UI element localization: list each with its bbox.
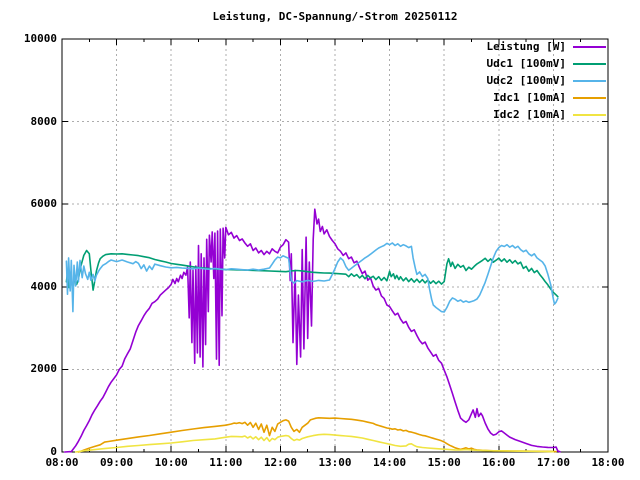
- y-axis-tick-label: 4000: [30, 279, 58, 293]
- x-axis-tick-label: 16:00: [482, 456, 516, 469]
- legend-line-swatch: [573, 113, 606, 116]
- legend-entry: Udc1 [100mV]: [487, 55, 606, 72]
- legend-label: Leistung [W]: [486, 40, 566, 53]
- legend-label: Idc1 [10mA]: [493, 91, 566, 104]
- series-udc1-line: [65, 249, 559, 298]
- legend-entry: Udc2 [100mV]: [487, 72, 606, 89]
- legend-line-swatch: [573, 96, 606, 99]
- x-axis-tick-label: 18:00: [591, 456, 625, 469]
- legend-line-swatch: [573, 79, 606, 82]
- x-axis-tick-label: 17:00: [536, 456, 570, 469]
- x-axis-tick-label: 15:00: [427, 456, 461, 469]
- y-axis-tick-label: 2000: [30, 362, 58, 376]
- legend-entry: Idc1 [10mA]: [487, 89, 606, 106]
- legend-entry: Leistung [W]: [487, 38, 606, 55]
- legend-entry: Idc2 [10mA]: [487, 106, 606, 123]
- x-axis-tick-label: 09:00: [100, 456, 134, 469]
- legend-label: Udc2 [100mV]: [486, 74, 566, 87]
- y-axis-tick-label: 8000: [30, 114, 58, 128]
- y-axis-tick-label: 10000: [23, 32, 57, 45]
- series-idc1-line: [77, 416, 557, 453]
- legend-line-swatch: [573, 62, 606, 65]
- x-axis-tick-label: 08:00: [45, 456, 79, 469]
- series-idc2-line: [74, 433, 555, 453]
- x-axis-tick-label: 13:00: [318, 456, 352, 469]
- legend-label: Idc2 [10mA]: [493, 108, 566, 121]
- x-axis-tick-label: 10:00: [154, 456, 188, 469]
- x-axis-tick-label: 12:00: [263, 456, 297, 469]
- x-axis-tick-label: 14:00: [373, 456, 407, 469]
- x-axis-tick-label: 11:00: [209, 456, 243, 469]
- legend-label: Udc1 [100mV]: [486, 57, 566, 70]
- plot-border: [61, 38, 609, 453]
- series-udc2-line: [65, 242, 559, 313]
- legend-line-swatch: [573, 45, 606, 48]
- y-axis-tick-label: 0: [50, 445, 57, 458]
- legend: Leistung [W] Udc1 [100mV] Udc2 [100mV] Idc1…: [487, 38, 606, 123]
- series-leistung-line: [63, 208, 561, 453]
- y-axis-tick-label: 6000: [30, 197, 58, 211]
- chart-title: Leistung, DC-Spannung/-Strom 20250112: [212, 10, 458, 23]
